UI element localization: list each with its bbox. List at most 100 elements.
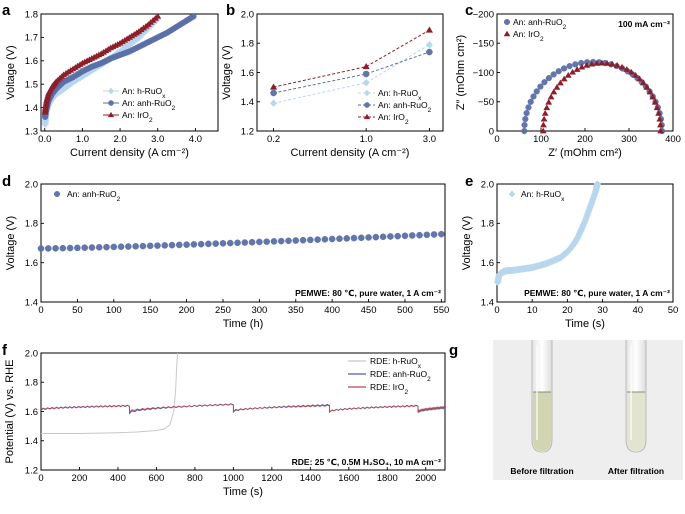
data-point — [365, 234, 372, 241]
plot-frame — [40, 13, 219, 132]
data-point — [81, 244, 88, 252]
legend-entry: An: h-RuOx — [378, 88, 422, 102]
data-point — [438, 230, 445, 238]
data-point — [74, 244, 81, 252]
y-tick-label: 2.0 — [481, 179, 494, 190]
y-tick-label: −200 — [473, 9, 494, 20]
data-point — [543, 104, 551, 111]
data-point — [588, 60, 596, 67]
y-tick-label: 1.3 — [25, 126, 38, 137]
data-point — [394, 232, 401, 240]
data-point — [263, 238, 270, 245]
panel-letter: b — [226, 2, 235, 19]
y-tick-label: 0 — [489, 126, 494, 137]
data-point — [643, 83, 651, 90]
data-point — [183, 241, 190, 248]
data-point — [657, 121, 664, 128]
data-point — [139, 242, 147, 250]
x-tick-label: 1000 — [223, 473, 244, 484]
data-point — [657, 127, 665, 134]
tube-liquid — [627, 392, 645, 451]
caption-after: After filtration — [608, 466, 664, 476]
data-point — [541, 79, 548, 86]
data-point — [530, 93, 537, 100]
x-tick-label: 1.0 — [360, 134, 373, 145]
annotation: PEMWE: 80 ℃, pure water, 1 A cm⁻² — [295, 288, 441, 298]
data-point — [623, 66, 631, 72]
data-point — [578, 63, 586, 70]
data-point — [132, 243, 139, 250]
y-tick-label: 1.5 — [25, 80, 38, 91]
x-tick-label: 200 — [577, 134, 593, 145]
x-tick-label: 0 — [38, 473, 43, 484]
y-axis-label: Voltage (V) — [461, 216, 473, 270]
data-point — [425, 41, 433, 49]
y-tick-label: 1.8 — [481, 219, 494, 230]
y-tick-label: 1.4 — [25, 103, 38, 114]
y-tick-label: 1.8 — [25, 378, 38, 389]
data-point — [593, 180, 601, 188]
data-point — [135, 33, 143, 42]
series-group — [41, 14, 197, 128]
x-tick-label: 400 — [665, 134, 681, 145]
y-tick-label: 2.0 — [241, 9, 254, 20]
x-tick-label: 550 — [433, 305, 449, 316]
data-point — [521, 121, 528, 129]
y-axis-label: Voltage (V) — [5, 45, 17, 99]
annotation: PEMWE: 80 ℃, pure water, 1 A cm⁻² — [524, 288, 670, 298]
x-tick-label: 2.0 — [113, 134, 126, 145]
data-point — [343, 235, 351, 242]
y-axis-label: Z″ (mOhm cm²) — [455, 35, 467, 110]
data-point — [523, 110, 530, 117]
data-point — [632, 72, 640, 78]
legend-marker — [503, 30, 511, 37]
data-point — [103, 243, 110, 251]
data-point — [540, 121, 547, 128]
data-point — [336, 235, 343, 243]
x-axis-label: Current density (A cm⁻²) — [70, 147, 189, 159]
data-point — [362, 63, 370, 70]
x-tick-label: 40 — [633, 305, 644, 316]
x-tick-label: 3.0 — [423, 134, 436, 145]
x-tick-label: 0 — [494, 305, 499, 316]
panel-b: 0.2 1.0 3.0 1.2 1.4 1.6 1.8 2.0 Current density … — [221, 9, 444, 159]
plot-frame — [496, 183, 674, 303]
x-tick-label: 400 — [324, 305, 340, 316]
legend-entry: An: h-RuOx — [521, 189, 565, 203]
data-point — [423, 231, 431, 239]
y-axis-label: Potential (V) vs. RHE — [4, 360, 16, 464]
data-point — [219, 240, 227, 247]
plot-frame — [40, 183, 446, 303]
data-point — [560, 75, 568, 82]
x-axis-label: Time (h) — [223, 318, 264, 330]
x-tick-label: 0 — [494, 134, 499, 145]
data-point — [613, 62, 621, 68]
x-tick-label: 3.0 — [151, 134, 164, 145]
data-point — [321, 236, 329, 243]
data-point — [314, 236, 321, 243]
x-tick-label: 4.0 — [189, 134, 202, 145]
panel-letter: c — [465, 2, 473, 19]
data-point — [234, 239, 241, 247]
data-point — [533, 88, 540, 95]
data-point — [573, 66, 581, 72]
legend-entry: RDE: anh-RuO2 — [370, 369, 431, 383]
y-tick-label: 1.6 — [481, 258, 494, 269]
tube-after — [625, 340, 647, 453]
x-tick-label: 450 — [361, 305, 377, 316]
annotation: RDE: 25 ℃, 0.5M H₂SO₄, 10 mA cm⁻² — [292, 457, 442, 467]
data-point — [190, 241, 198, 248]
x-tick-label: 1200 — [261, 473, 282, 484]
data-point — [66, 244, 74, 252]
x-tick-label: 200 — [72, 473, 88, 484]
data-point — [205, 240, 212, 248]
data-point — [387, 233, 394, 240]
data-point — [270, 89, 277, 97]
data-point — [357, 234, 365, 242]
data-point — [285, 237, 292, 245]
x-tick-label: 10 — [527, 305, 538, 316]
data-point — [130, 36, 139, 45]
data-point — [154, 14, 162, 19]
data-point — [95, 244, 103, 251]
data-point — [539, 127, 547, 134]
